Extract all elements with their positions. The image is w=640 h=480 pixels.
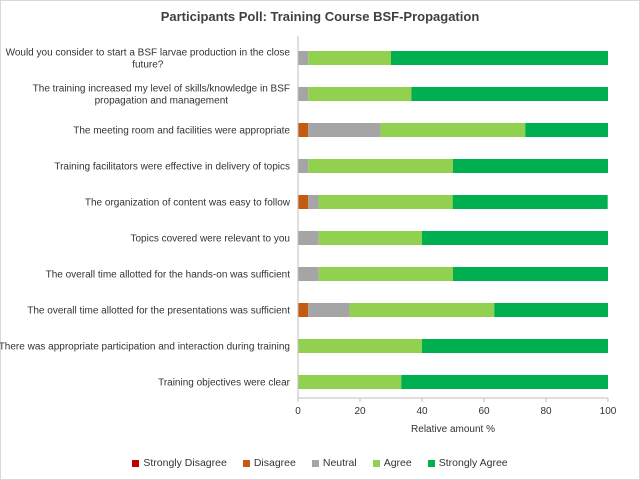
bar-segment bbox=[298, 159, 309, 173]
bar-segment bbox=[391, 51, 608, 65]
bar-segment bbox=[308, 51, 391, 65]
bar-segment bbox=[298, 303, 309, 317]
bar-segment bbox=[298, 195, 309, 209]
category-label-line: The meeting room and facilities were app… bbox=[73, 126, 290, 137]
legend-label: Agree bbox=[383, 457, 412, 469]
x-tick-label: 40 bbox=[416, 406, 428, 417]
category-label: Training facilitators were effective in … bbox=[54, 162, 290, 173]
bar-segment bbox=[318, 195, 453, 209]
bar-segment bbox=[452, 195, 608, 209]
bar-segment bbox=[318, 267, 453, 281]
category-label: Would you consider to start a BSF larvae… bbox=[6, 48, 291, 71]
category-label: The overall time allotted for the hands-… bbox=[46, 270, 291, 281]
bar-segment bbox=[308, 123, 381, 137]
category-label-line: The overall time allotted for the hands-… bbox=[46, 270, 291, 281]
bar-segment bbox=[298, 231, 319, 245]
legend-label: Strongly Agree bbox=[438, 457, 508, 469]
legend-swatch bbox=[242, 459, 250, 467]
bar-segment bbox=[308, 87, 412, 101]
category-label: The organization of content was easy to … bbox=[85, 198, 291, 209]
bar-segment bbox=[525, 123, 608, 137]
bar-segment bbox=[298, 51, 309, 65]
x-tick-label: 60 bbox=[478, 406, 490, 417]
bar-segment bbox=[298, 339, 422, 353]
legend: Strongly Disagree Disagree Neutral Agree Str… bbox=[0, 457, 640, 469]
category-label: The overall time allotted for the presen… bbox=[27, 306, 290, 317]
legend-swatch bbox=[311, 459, 319, 467]
bar-segment bbox=[308, 195, 319, 209]
legend-label: Disagree bbox=[253, 457, 296, 469]
bar-segment bbox=[422, 339, 608, 353]
category-label-line: propagation and management bbox=[95, 96, 229, 107]
bar-segment bbox=[298, 123, 309, 137]
category-label-line: The organization of content was easy to … bbox=[85, 198, 291, 209]
category-label-line: Training objectives were clear bbox=[158, 378, 291, 389]
bar-segment bbox=[422, 231, 608, 245]
category-label-line: The overall time allotted for the presen… bbox=[27, 306, 290, 317]
category-label-line: Topics covered were relevant to you bbox=[130, 234, 290, 245]
legend-item: Strongly Disagree bbox=[132, 457, 227, 469]
bar-segment bbox=[380, 123, 526, 137]
x-tick-label: 0 bbox=[295, 406, 301, 417]
legend-swatch bbox=[372, 459, 380, 467]
category-label-line: Would you consider to start a BSF larvae… bbox=[6, 48, 291, 59]
legend-item: Neutral bbox=[311, 457, 357, 469]
bar-segment bbox=[298, 267, 319, 281]
legend-label: Neutral bbox=[322, 457, 357, 469]
bar-segment bbox=[298, 375, 402, 389]
legend-item: Agree bbox=[372, 457, 412, 469]
chart-title: Participants Poll: Training Course BSF-P… bbox=[160, 9, 480, 24]
category-label-line: future? bbox=[132, 60, 164, 71]
x-axis-title: Relative amount % bbox=[411, 424, 495, 435]
bar-segment bbox=[308, 303, 350, 317]
legend-label: Strongly Disagree bbox=[143, 457, 227, 469]
category-label: Topics covered were relevant to you bbox=[130, 234, 290, 245]
category-label-line: There was appropriate participation and … bbox=[0, 342, 290, 353]
bar-segment bbox=[349, 303, 495, 317]
bar-segment bbox=[494, 303, 608, 317]
x-tick-label: 80 bbox=[540, 406, 552, 417]
bar-segment bbox=[411, 87, 608, 101]
bar-segment bbox=[401, 375, 608, 389]
category-label: The meeting room and facilities were app… bbox=[73, 126, 290, 137]
bar-segment bbox=[298, 87, 309, 101]
legend-item: Disagree bbox=[242, 457, 296, 469]
bar-segment bbox=[453, 267, 608, 281]
legend-swatch bbox=[132, 459, 140, 467]
x-tick-label: 20 bbox=[354, 406, 366, 417]
category-label-line: The training increased my level of skill… bbox=[33, 84, 290, 95]
x-tick-label: 100 bbox=[600, 406, 617, 417]
category-label: There was appropriate participation and … bbox=[0, 342, 290, 353]
legend-item: Strongly Agree bbox=[427, 457, 508, 469]
category-label: Training objectives were clear bbox=[158, 378, 291, 389]
legend-swatch bbox=[427, 459, 435, 467]
bar-segment bbox=[453, 159, 608, 173]
category-label-line: Training facilitators were effective in … bbox=[54, 162, 290, 173]
category-label: The training increased my level of skill… bbox=[33, 84, 290, 107]
bar-segment bbox=[308, 159, 453, 173]
bar-segment bbox=[318, 231, 422, 245]
